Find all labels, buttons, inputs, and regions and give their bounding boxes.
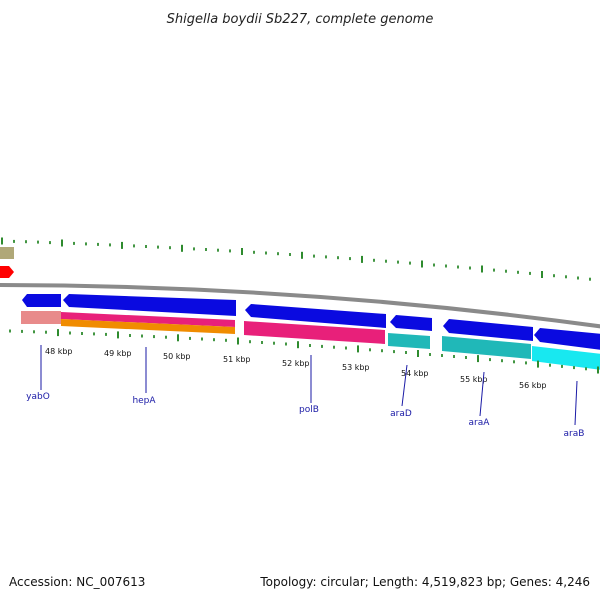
gene-arrow-hepA: [63, 294, 236, 316]
scale-label: 54 kbp: [401, 369, 429, 378]
feature-teal-araD: [388, 333, 430, 349]
scale-label: 55 kbp: [460, 375, 488, 384]
accession-text: Accession: NC_007613: [9, 575, 145, 589]
gene-label-araA: araA: [469, 418, 491, 428]
genome-summary-text: Topology: circular; Length: 4,519,823 bp…: [259, 575, 590, 589]
feature-cyan-araB: [532, 346, 600, 370]
gene-label-araD: araD: [390, 409, 412, 419]
gene-arrow-yabO: [22, 294, 61, 307]
scale-label: 52 kbp: [282, 359, 310, 368]
scale-label: 51 kbp: [223, 355, 251, 364]
scale-label: 48 kbp: [45, 347, 73, 356]
feature-pink-hepA: [61, 312, 235, 327]
outer-tick-ring: [1, 237, 591, 281]
genome-backbone: [0, 283, 600, 329]
map-title: Shigella boydii Sb227, complete genome: [167, 12, 434, 27]
gene-arrow-polB: [245, 304, 386, 328]
gene-arrow-araA: [443, 319, 533, 341]
gene-label-yabO: yabO: [26, 392, 50, 402]
gene-label-hepA: hepA: [132, 396, 156, 406]
gene-arrow-araD: [390, 315, 432, 331]
label-line-araB: [574, 380, 578, 426]
label-line-araD: [401, 364, 408, 407]
feature-salmon: [21, 311, 61, 324]
gene-arrow-araB: [534, 328, 600, 350]
scale-label: 50 kbp: [163, 352, 191, 361]
gene-label-polB: polB: [299, 405, 319, 415]
scale-tick-ring: [9, 329, 599, 374]
feature-red-arrow: [0, 266, 14, 278]
feature-pink-polB: [244, 321, 385, 344]
gene-label-araB: araB: [564, 429, 585, 439]
scale-label: 53 kbp: [342, 363, 370, 372]
feature-teal-araA: [442, 336, 531, 359]
feature-khaki: [0, 247, 14, 259]
scale-label: 56 kbp: [519, 381, 547, 390]
feature-orange-hepA: [61, 319, 235, 334]
scale-label: 49 kbp: [104, 349, 132, 358]
label-line-araA: [479, 371, 485, 417]
